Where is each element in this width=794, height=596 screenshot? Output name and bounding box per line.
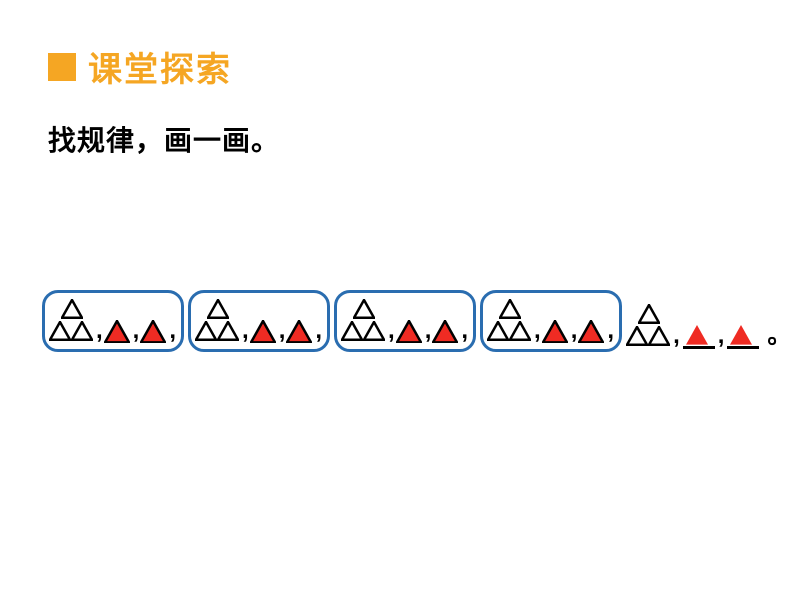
triangle-single <box>286 299 314 347</box>
separator-comma: , <box>96 317 103 347</box>
pattern-group: , , , <box>188 290 330 352</box>
separator-comma: , <box>133 317 140 347</box>
separator-comma: , <box>279 317 286 347</box>
period: 。 <box>767 315 791 352</box>
blank-underline <box>727 346 759 349</box>
triangle-pyramid <box>626 304 672 352</box>
triangle-pyramid <box>195 299 241 347</box>
answer-blank <box>725 304 761 352</box>
separator-comma: , <box>673 322 680 352</box>
slide-header: 课堂探索 <box>0 0 794 91</box>
triangle-single <box>396 299 424 347</box>
pattern-group: , , , <box>480 290 622 352</box>
triangle-pyramid <box>49 299 95 347</box>
separator-comma: , <box>388 317 395 347</box>
bullet-square-icon <box>48 53 76 81</box>
separator-comma: , <box>607 317 614 347</box>
answer-triangle <box>685 324 709 346</box>
answer-triangle <box>729 324 753 346</box>
blank-underline <box>683 346 715 349</box>
triangle-single <box>140 299 168 347</box>
header-title: 课堂探索 <box>88 42 232 91</box>
triangle-pyramid <box>487 299 533 347</box>
separator-comma: , <box>242 317 249 347</box>
pattern-group: , , , <box>334 290 476 352</box>
separator-comma: , <box>461 317 468 347</box>
separator-comma: , <box>425 317 432 347</box>
separator-comma: , <box>169 317 176 347</box>
triangle-single <box>250 299 278 347</box>
pattern-group: , , , <box>42 290 184 352</box>
separator-comma: , <box>571 317 578 347</box>
separator-comma: , <box>315 317 322 347</box>
subtitle-text: 找规律，画一画。 <box>0 91 794 159</box>
answer-blank <box>681 304 717 352</box>
triangle-single <box>432 299 460 347</box>
pattern-row: , , , , , , , , , <box>42 290 791 352</box>
triangle-single <box>104 299 132 347</box>
separator-comma: , <box>718 322 725 352</box>
triangle-pyramid <box>341 299 387 347</box>
separator-comma: , <box>534 317 541 347</box>
triangle-single <box>578 299 606 347</box>
triangle-single <box>542 299 570 347</box>
